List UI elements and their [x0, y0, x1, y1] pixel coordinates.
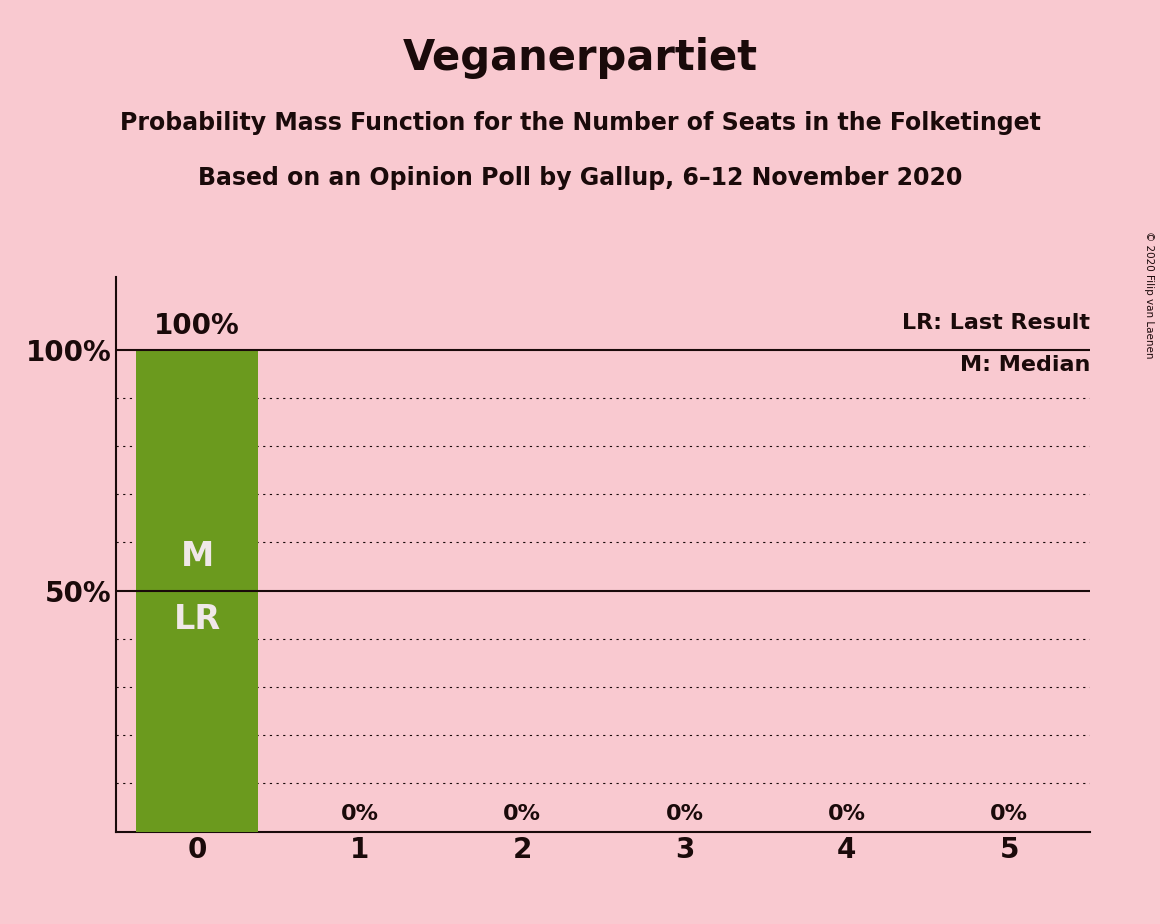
Text: Based on an Opinion Poll by Gallup, 6–12 November 2020: Based on an Opinion Poll by Gallup, 6–12… — [198, 166, 962, 190]
Text: © 2020 Filip van Laenen: © 2020 Filip van Laenen — [1144, 231, 1154, 359]
Text: 0%: 0% — [341, 805, 378, 824]
Text: 0%: 0% — [991, 805, 1028, 824]
Text: Veganerpartiet: Veganerpartiet — [403, 37, 757, 79]
Text: Probability Mass Function for the Number of Seats in the Folketinget: Probability Mass Function for the Number… — [119, 111, 1041, 135]
Text: LR: Last Result: LR: Last Result — [902, 313, 1090, 333]
Text: M: Median: M: Median — [960, 355, 1090, 375]
Text: 0%: 0% — [503, 805, 541, 824]
Text: 100%: 100% — [154, 312, 240, 340]
Bar — [137, 349, 258, 832]
Text: 0%: 0% — [666, 805, 703, 824]
Text: 0%: 0% — [828, 805, 865, 824]
Text: LR: LR — [174, 603, 220, 636]
Text: M: M — [181, 541, 213, 573]
